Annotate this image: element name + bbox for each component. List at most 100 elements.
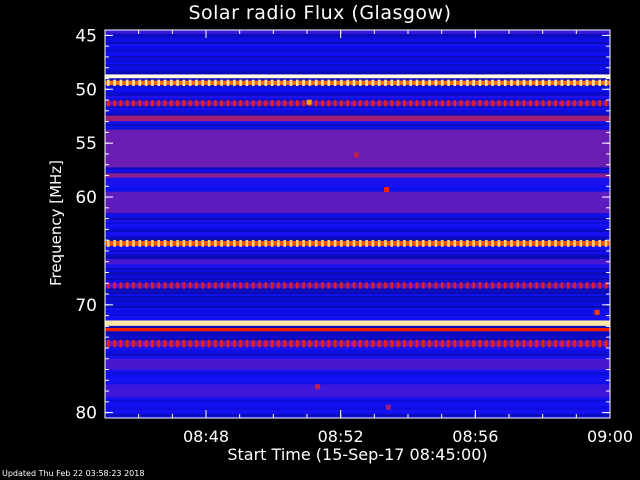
heatmap-row (105, 72, 610, 74)
heatmap-row (105, 88, 610, 90)
heatmap-band-pulse (566, 239, 570, 247)
heatmap-band-pulse (176, 79, 179, 86)
heatmap-band-pulse (113, 282, 116, 289)
heatmap-band-pulse (119, 339, 123, 348)
heatmap-band-pulse (314, 239, 318, 247)
heatmap-band-pulse (384, 282, 387, 289)
heatmap-band-pulse (113, 239, 116, 247)
heatmap-band-pulse (434, 239, 438, 247)
heatmap-band-pulse (346, 239, 349, 247)
x-tick-label: 08:56 (452, 427, 498, 446)
heatmap-band-pulse (598, 282, 601, 289)
heatmap-band-pulse (459, 282, 463, 289)
heatmap-band-pulse (144, 79, 148, 86)
heatmap-band-pulse (170, 239, 173, 247)
heatmap-band-pulse (264, 100, 268, 107)
heatmap-row (105, 404, 610, 406)
heatmap-row (105, 96, 610, 98)
heatmap-row (105, 70, 610, 72)
heatmap-band-pulse (125, 239, 129, 247)
heatmap-band-pulse (245, 79, 249, 86)
heatmap-band-pulse (459, 239, 463, 247)
heatmap-band-pulse (170, 100, 173, 107)
heatmap-row (105, 250, 610, 252)
heatmap-band-pulse (138, 79, 142, 86)
heatmap-row (105, 316, 610, 318)
heatmap-row (105, 412, 610, 414)
heatmap-row (105, 338, 610, 340)
heatmap-band-pulse (132, 100, 135, 107)
heatmap-band-pulse (478, 239, 482, 247)
heatmap-band-pulse (107, 79, 110, 86)
heatmap-band-pulse (390, 100, 394, 107)
heatmap-row (105, 238, 610, 240)
heatmap-spot (306, 99, 312, 105)
heatmap-band-pulse (245, 100, 249, 107)
heatmap-band-pulse (598, 339, 601, 348)
heatmap-band-pulse (453, 339, 457, 348)
chart-title: Solar radio Flux (Glasgow) (188, 2, 452, 24)
heatmap-row (105, 90, 610, 92)
heatmap-band-pulse (428, 239, 431, 247)
heatmap-band-pulse (459, 79, 463, 86)
heatmap-band-pulse (201, 339, 205, 348)
heatmap-band-pulse (226, 79, 230, 86)
heatmap-band-pulse (258, 339, 261, 348)
heatmap-band-pulse (566, 339, 570, 348)
heatmap-band-pulse (522, 339, 526, 348)
heatmap-band-pulse (321, 100, 324, 107)
heatmap-band-pulse (573, 100, 576, 107)
heatmap-band-pulse (125, 339, 129, 348)
heatmap-band-pulse (422, 79, 425, 86)
heatmap-band (105, 74, 610, 79)
heatmap-row (105, 352, 610, 354)
heatmap-band-pulse (403, 239, 406, 247)
heatmap-band-pulse (138, 339, 142, 348)
heatmap-band-pulse (170, 79, 173, 86)
heatmap-band (105, 320, 610, 326)
heatmap-band-pulse (182, 79, 186, 86)
heatmap-band-pulse (233, 239, 236, 247)
heatmap-band-pulse (170, 339, 173, 348)
heatmap-band (105, 80, 610, 85)
heatmap-band-pulse (440, 239, 444, 247)
heatmap-band-pulse (434, 339, 438, 348)
heatmap-band-pulse (604, 239, 608, 247)
heatmap-band-pulse (333, 239, 337, 247)
heatmap-band-pulse (579, 239, 583, 247)
heatmap-band-pulse (277, 339, 280, 348)
heatmap-band-pulse (157, 79, 160, 86)
heatmap-band-pulse (277, 239, 280, 247)
heatmap-band-pulse (283, 239, 286, 247)
heatmap-band-pulse (188, 239, 192, 247)
heatmap-band-pulse (585, 100, 589, 107)
heatmap-band-pulse (346, 282, 349, 289)
heatmap-band-pulse (245, 282, 249, 289)
heatmap-band-pulse (503, 339, 507, 348)
heatmap-band-pulse (283, 339, 286, 348)
heatmap-band-pulse (289, 79, 293, 86)
heatmap-band-pulse (182, 239, 186, 247)
heatmap-row (105, 282, 610, 284)
heatmap-band-pulse (264, 79, 268, 86)
heatmap-band-pulse (579, 339, 583, 348)
heatmap-band-pulse (340, 339, 343, 348)
heatmap-band-pulse (195, 79, 198, 86)
heatmap-band-pulse (560, 79, 564, 86)
heatmap-band-pulse (422, 239, 425, 247)
heatmap-row (105, 310, 610, 312)
heatmap-band-pulse (296, 339, 299, 348)
heatmap-band-pulse (321, 282, 324, 289)
heatmap-band-pulse (384, 339, 387, 348)
heatmap-row (105, 170, 610, 172)
heatmap-band-pulse (220, 100, 223, 107)
heatmap-band-pulse (478, 282, 482, 289)
heatmap-row (105, 232, 610, 234)
heatmap-band-pulse (371, 100, 375, 107)
heatmap-band-pulse (314, 339, 318, 348)
heatmap-band-pulse (541, 100, 545, 107)
heatmap-band-pulse (296, 79, 299, 86)
heatmap-row (105, 314, 610, 316)
heatmap-band-pulse (195, 239, 198, 247)
heatmap-band-pulse (119, 100, 123, 107)
